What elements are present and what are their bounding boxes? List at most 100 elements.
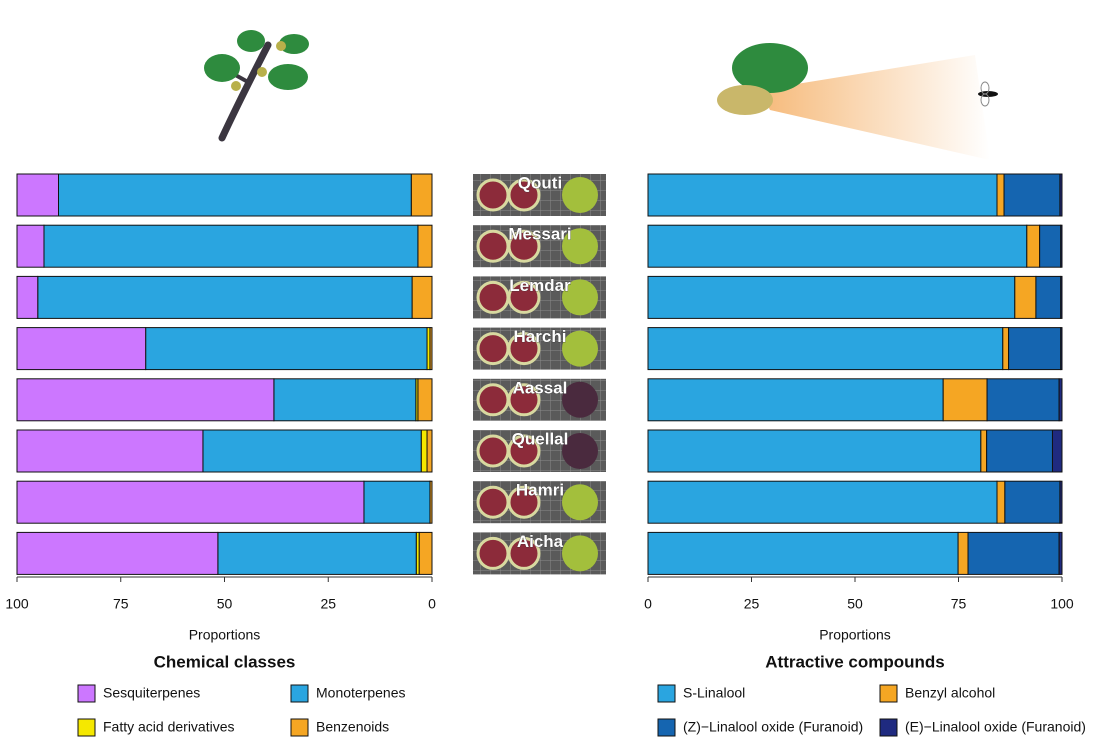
fig-label: Hamri [516,481,564,500]
legend-label: Monoterpenes [316,685,406,701]
bar-segment [1060,224,1063,268]
fig-half [476,434,510,468]
charts: Qouti Messari Lemdar Harchi Aassal Quellal Ham… [5,173,1086,737]
fig-half [507,229,541,263]
bar-segment [417,224,433,268]
bar-segment [996,173,1005,217]
legend-label: Sesquiterpenes [103,685,200,701]
fig-half [476,178,510,212]
legend-swatch [657,718,676,737]
fig-whole [562,330,598,367]
bar-segment [647,327,1004,371]
bar-segment [145,327,428,371]
bar-segment [1059,173,1063,217]
bar-segment [647,378,944,422]
x-axis-label: Proportions [819,627,891,643]
fig-half [507,485,541,519]
x-tick-label: 0 [428,596,436,612]
bar-segment [417,378,433,422]
fig-half [476,383,510,417]
x-tick-label: 25 [744,596,760,612]
bar-segment [942,378,988,422]
bar-segment [647,173,998,217]
bar-segment [1002,327,1010,371]
bar-segment [1035,275,1062,319]
bar-segment [957,531,969,575]
bar-segment [16,275,39,319]
bar-segment [1014,275,1037,319]
fig-whole [562,484,598,521]
bar-segment [418,531,433,575]
legend-swatch [879,684,898,703]
fig-half [507,332,541,366]
bar-segment [1058,531,1063,575]
fig-half [507,178,541,212]
bar-segment [363,480,431,524]
fig-label: Lemdar [509,276,571,295]
fig-label: Qouti [518,173,562,192]
fig-half [476,485,510,519]
bar-segment [58,173,412,217]
x-axis-label: Proportions [189,627,261,643]
x-tick-label: 25 [320,596,336,612]
fig-label: Quellal [512,429,569,448]
legend-title: Attractive compounds [765,652,944,671]
bar-segment [1003,173,1061,217]
bar-segment [16,480,365,524]
fig-label: Aicha [517,532,564,551]
legend-label: Fatty acid derivatives [103,719,235,735]
x-tick-label: 75 [951,596,967,612]
bar-segment [16,224,45,268]
bar-segment [1026,224,1041,268]
bar-segment [202,429,422,473]
x-tick-label: 75 [113,596,129,612]
bar-segment [43,224,419,268]
legend-title: Chemical classes [154,652,296,671]
bar-segment [980,429,988,473]
legend-label: (Z)−Linalool oxide (Furanoid) [683,719,863,735]
bar-segment [16,327,147,371]
bar-segment [967,531,1060,575]
bar-segment [986,429,1053,473]
bar-segment [647,531,959,575]
bar-segment [1051,429,1063,473]
bar-segment [1004,480,1061,524]
fig-whole [562,279,598,316]
bar-segment [996,480,1006,524]
bar-segment [411,275,433,319]
fig-label: Messari [508,225,571,244]
fig-half [476,280,510,314]
legend-swatch [290,718,309,737]
bar-segment [420,429,428,473]
legend-swatch [290,684,309,703]
legend-swatch [657,684,676,703]
legend-label: Benzenoids [316,719,389,735]
fig-label: Aassal [513,378,568,397]
bar-segment [647,224,1028,268]
bar-segment [217,531,417,575]
x-tick-label: 50 [847,596,863,612]
bar-segment [1008,327,1062,371]
bar-segment [1059,480,1063,524]
fig-whole [562,433,598,469]
fig-half [507,383,541,417]
bar-segment [647,429,982,473]
bar-segment [1058,378,1063,422]
scent-illustration [717,43,998,160]
fig-whole [562,381,598,418]
legend-swatch [77,718,96,737]
legend-swatch [879,718,898,737]
branch-illustration [204,30,309,142]
bar-segment [37,275,413,319]
bar-segment [16,378,275,422]
bar-segment [16,429,204,473]
bar-segment [647,275,1016,319]
bar-segment [1060,275,1063,319]
fig-half [476,536,510,570]
bar-segment [426,429,433,473]
x-tick-label: 100 [1050,596,1074,612]
bar-segment [1060,327,1063,371]
fig-whole [562,228,598,265]
fig-whole [562,535,598,572]
